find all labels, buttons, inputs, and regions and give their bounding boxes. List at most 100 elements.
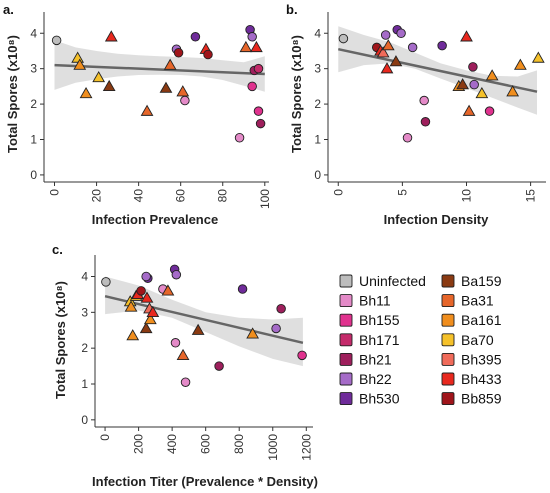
data-point-bh11 xyxy=(180,377,191,387)
y-tick-label: 4 xyxy=(81,270,88,284)
data-point-ba161 xyxy=(143,312,157,325)
data-point-bh11 xyxy=(402,132,413,143)
data-point-bh22 xyxy=(407,42,418,53)
data-point-ba161 xyxy=(126,329,140,341)
data-point-ba161 xyxy=(73,58,87,70)
data-point-bh433 xyxy=(460,30,473,42)
legend-label-bh11: Bh11 xyxy=(359,293,391,309)
y-tick-label: 2 xyxy=(81,341,88,355)
data-point-ba161 xyxy=(246,327,260,339)
data-point-bh11 xyxy=(419,95,429,106)
legend-label-bh530: Bh530 xyxy=(359,391,400,407)
legend-label-bh155: Bh155 xyxy=(359,312,400,328)
legend-swatch-bh11 xyxy=(339,294,353,308)
y-tick-label: 4 xyxy=(314,26,321,40)
x-tick-label: 80 xyxy=(216,189,230,203)
legend-label-bh395: Bh395 xyxy=(461,351,502,367)
data-point-bh11 xyxy=(170,338,181,348)
data-point-bb859 xyxy=(136,286,146,296)
y-tick-label: 1 xyxy=(314,133,321,147)
data-point-bh530 xyxy=(237,284,248,294)
data-point-bh11 xyxy=(234,132,245,143)
y-tick-label: 2 xyxy=(30,97,37,111)
x-tick-label: 5 xyxy=(395,189,409,196)
x-tick-label: 0 xyxy=(48,189,62,196)
confidence-band xyxy=(54,40,265,92)
legend-swatch-ba161 xyxy=(441,313,455,327)
panel-b-ylabel: Total Spores (x10⁸) xyxy=(289,35,304,153)
legend-swatch-bh155 xyxy=(339,313,353,327)
data-point-bh22 xyxy=(141,271,151,282)
data-point-ba161 xyxy=(79,86,93,99)
y-tick-label: 2 xyxy=(314,97,321,111)
legend-label-ba159: Ba159 xyxy=(461,273,502,289)
panel-c-tag: c. xyxy=(52,242,63,257)
data-point-ba159 xyxy=(389,55,403,67)
data-point-ba31 xyxy=(381,39,395,51)
panel-a-tag: a. xyxy=(3,2,14,17)
legend-label-bh22: Bh22 xyxy=(359,371,392,387)
data-point-bh530 xyxy=(190,32,201,42)
x-tick-label: 20 xyxy=(90,189,104,203)
data-point-bh433 xyxy=(250,40,263,53)
data-point-uninfected xyxy=(338,33,349,44)
legend-swatch-bh395 xyxy=(441,352,455,366)
y-tick-label: 3 xyxy=(81,305,88,319)
data-point-ba161 xyxy=(506,85,520,97)
data-point-ba31 xyxy=(462,104,476,116)
legend-swatch-bb859 xyxy=(441,392,455,406)
data-point-ba31 xyxy=(239,40,253,53)
legend-swatch-bh22 xyxy=(339,372,353,386)
data-point-bh21 xyxy=(276,304,286,314)
data-point-bh21 xyxy=(468,62,478,72)
legend-swatch-bh21 xyxy=(339,352,353,366)
data-point-bh11 xyxy=(180,95,190,106)
panel-b: b. Total Spores (x10⁸) Infection Density… xyxy=(286,2,546,227)
data-point-bh171 xyxy=(253,63,264,74)
data-point-ba31 xyxy=(140,104,154,116)
data-point-ba159 xyxy=(102,79,116,92)
data-point-ba161 xyxy=(124,300,138,312)
data-point-bh433 xyxy=(140,291,154,303)
y-tick-label: 0 xyxy=(314,168,321,182)
legend-label-ba161: Ba161 xyxy=(461,312,502,328)
data-point-ba70 xyxy=(531,51,545,63)
legend-label-uninfected: Uninfected xyxy=(359,273,426,289)
regression-line xyxy=(337,47,538,93)
y-tick-label: 3 xyxy=(314,62,321,76)
y-tick-label: 4 xyxy=(30,26,37,40)
x-tick-label: 200 xyxy=(132,434,146,454)
data-point-bh433 xyxy=(380,62,394,74)
data-point-ba159 xyxy=(159,81,173,93)
panel-b-tag: b. xyxy=(286,2,298,17)
data-point-bh530 xyxy=(437,40,447,51)
data-point-ba159 xyxy=(456,78,470,90)
legend-label-bh171: Bh171 xyxy=(359,332,400,348)
y-tick-label: 1 xyxy=(81,377,88,391)
data-point-ba70 xyxy=(71,51,85,63)
legend-swatch-ba31 xyxy=(441,294,455,308)
data-point-bh22 xyxy=(171,269,182,280)
data-point-uninfected xyxy=(51,35,62,46)
legend-swatch-bh433 xyxy=(441,372,455,386)
x-tick-label: 1200 xyxy=(299,434,313,461)
data-point-bh155 xyxy=(297,350,307,361)
data-point-ba159 xyxy=(191,323,205,335)
panel-c-plot: 0 1 2 3 4 0 200 400 600 800 1000 1200 xyxy=(81,255,313,461)
x-tick-label: 1000 xyxy=(266,434,280,461)
legend-swatch-ba159 xyxy=(441,274,455,288)
panel-b-xlabel: Infection Density xyxy=(384,212,490,227)
panel-b-plot: 0 1 2 3 4 0 5 10 15 xyxy=(314,12,546,202)
data-point-bh22 xyxy=(247,32,257,42)
x-tick-label: 400 xyxy=(165,434,179,454)
x-tick-label: 40 xyxy=(132,189,146,203)
data-point-bh155 xyxy=(247,81,257,92)
data-point-bh22 xyxy=(469,79,479,90)
data-point-ba161 xyxy=(513,58,527,70)
data-point-ba31 xyxy=(161,284,175,296)
panel-a-ylabel: Total Spores (x10⁸) xyxy=(5,35,20,153)
data-point-ba31 xyxy=(176,85,190,97)
legend-label-bh21: Bh21 xyxy=(359,351,392,367)
